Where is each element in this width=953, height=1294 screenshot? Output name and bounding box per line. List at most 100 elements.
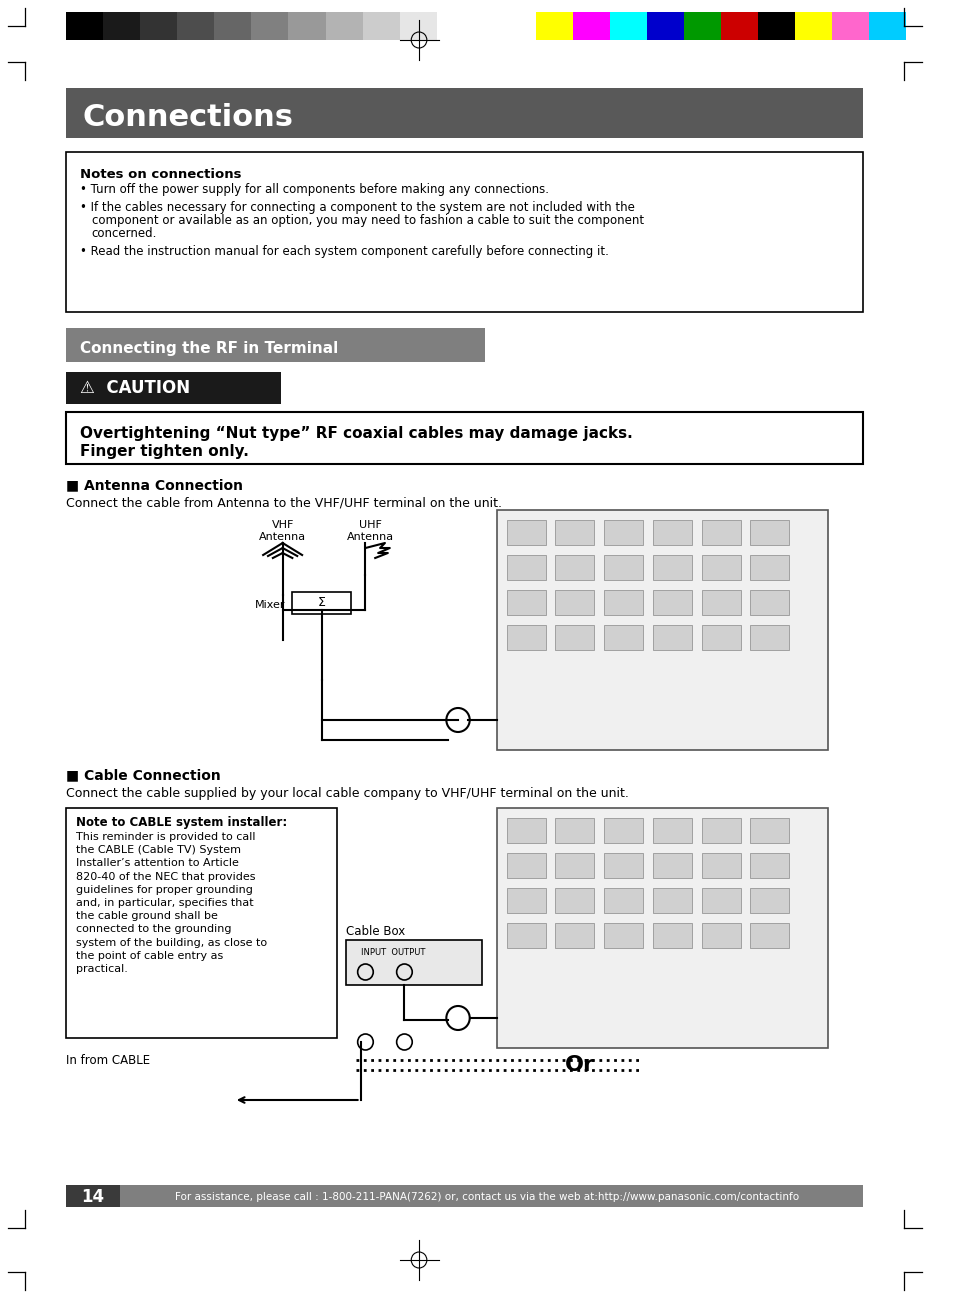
FancyBboxPatch shape <box>603 818 642 842</box>
Text: Connect the cable supplied by your local cable company to VHF/UHF terminal on th: Connect the cable supplied by your local… <box>66 787 628 800</box>
FancyBboxPatch shape <box>214 12 252 40</box>
FancyBboxPatch shape <box>652 625 691 650</box>
FancyBboxPatch shape <box>603 590 642 615</box>
Text: ⚠  CAUTION: ⚠ CAUTION <box>80 379 190 397</box>
FancyBboxPatch shape <box>288 12 325 40</box>
Text: Connections: Connections <box>83 104 294 132</box>
FancyBboxPatch shape <box>758 12 795 40</box>
FancyBboxPatch shape <box>436 12 473 40</box>
FancyBboxPatch shape <box>652 853 691 879</box>
FancyBboxPatch shape <box>701 818 740 842</box>
FancyBboxPatch shape <box>555 818 594 842</box>
FancyBboxPatch shape <box>603 923 642 949</box>
FancyBboxPatch shape <box>603 888 642 914</box>
FancyBboxPatch shape <box>701 520 740 545</box>
Text: ■ Cable Connection: ■ Cable Connection <box>66 769 221 782</box>
FancyBboxPatch shape <box>683 12 720 40</box>
Text: Mixer: Mixer <box>255 600 286 609</box>
FancyBboxPatch shape <box>66 371 280 404</box>
FancyBboxPatch shape <box>603 555 642 580</box>
FancyBboxPatch shape <box>506 888 545 914</box>
FancyBboxPatch shape <box>497 510 827 751</box>
FancyBboxPatch shape <box>506 818 545 842</box>
FancyBboxPatch shape <box>506 625 545 650</box>
Text: Or: Or <box>564 1055 595 1075</box>
FancyBboxPatch shape <box>701 853 740 879</box>
Text: concerned.: concerned. <box>91 226 157 239</box>
FancyBboxPatch shape <box>66 151 862 312</box>
FancyBboxPatch shape <box>66 12 103 40</box>
Text: component or available as an option, you may need to fashion a cable to suit the: component or available as an option, you… <box>91 214 643 226</box>
FancyBboxPatch shape <box>905 12 943 40</box>
FancyBboxPatch shape <box>701 888 740 914</box>
FancyBboxPatch shape <box>555 923 594 949</box>
FancyBboxPatch shape <box>506 853 545 879</box>
FancyBboxPatch shape <box>555 520 594 545</box>
FancyBboxPatch shape <box>573 12 609 40</box>
FancyBboxPatch shape <box>750 818 788 842</box>
FancyBboxPatch shape <box>868 12 905 40</box>
FancyBboxPatch shape <box>750 853 788 879</box>
FancyBboxPatch shape <box>831 12 868 40</box>
Text: • Turn off the power supply for all components before making any connections.: • Turn off the power supply for all comp… <box>80 182 548 195</box>
FancyBboxPatch shape <box>66 1185 120 1207</box>
FancyBboxPatch shape <box>701 555 740 580</box>
FancyBboxPatch shape <box>720 12 758 40</box>
Text: Σ: Σ <box>317 597 325 609</box>
FancyBboxPatch shape <box>652 923 691 949</box>
FancyBboxPatch shape <box>103 12 140 40</box>
Text: • If the cables necessary for connecting a component to the system are not inclu: • If the cables necessary for connecting… <box>80 201 634 214</box>
FancyBboxPatch shape <box>506 520 545 545</box>
Text: Overtightening “Nut type” RF coaxial cables may damage jacks.: Overtightening “Nut type” RF coaxial cab… <box>80 426 632 441</box>
FancyBboxPatch shape <box>66 327 485 362</box>
Text: Finger tighten only.: Finger tighten only. <box>80 444 249 459</box>
FancyBboxPatch shape <box>362 12 399 40</box>
Text: This reminder is provided to call
the CABLE (Cable TV) System
Installer’s attent: This reminder is provided to call the CA… <box>76 832 267 974</box>
FancyBboxPatch shape <box>750 590 788 615</box>
FancyBboxPatch shape <box>66 88 862 138</box>
Text: Cable Box: Cable Box <box>346 925 405 938</box>
FancyBboxPatch shape <box>652 818 691 842</box>
FancyBboxPatch shape <box>536 12 573 40</box>
Text: • Read the instruction manual for each system component carefully before connect: • Read the instruction manual for each s… <box>80 245 608 258</box>
FancyBboxPatch shape <box>399 12 436 40</box>
FancyBboxPatch shape <box>555 853 594 879</box>
Text: For assistance, please call : 1-800-211-PANA(7262) or, contact us via the web at: For assistance, please call : 1-800-211-… <box>175 1192 799 1202</box>
FancyBboxPatch shape <box>497 807 827 1048</box>
FancyBboxPatch shape <box>701 923 740 949</box>
FancyBboxPatch shape <box>506 923 545 949</box>
Text: ■ Antenna Connection: ■ Antenna Connection <box>66 477 243 492</box>
FancyBboxPatch shape <box>603 625 642 650</box>
FancyBboxPatch shape <box>555 625 594 650</box>
Text: UHF
Antenna: UHF Antenna <box>346 520 394 542</box>
FancyBboxPatch shape <box>652 555 691 580</box>
FancyBboxPatch shape <box>555 555 594 580</box>
FancyBboxPatch shape <box>66 411 862 465</box>
Text: INPUT  OUTPUT: INPUT OUTPUT <box>360 949 424 958</box>
FancyBboxPatch shape <box>646 12 683 40</box>
Text: Connecting the RF in Terminal: Connecting the RF in Terminal <box>80 342 337 357</box>
FancyBboxPatch shape <box>795 12 831 40</box>
FancyBboxPatch shape <box>603 520 642 545</box>
FancyBboxPatch shape <box>609 12 646 40</box>
FancyBboxPatch shape <box>652 590 691 615</box>
FancyBboxPatch shape <box>701 625 740 650</box>
FancyBboxPatch shape <box>555 590 594 615</box>
FancyBboxPatch shape <box>506 590 545 615</box>
FancyBboxPatch shape <box>555 888 594 914</box>
FancyBboxPatch shape <box>750 555 788 580</box>
FancyBboxPatch shape <box>140 12 177 40</box>
FancyBboxPatch shape <box>252 12 288 40</box>
Text: In from CABLE: In from CABLE <box>66 1053 151 1066</box>
Text: VHF
Antenna: VHF Antenna <box>259 520 306 542</box>
FancyBboxPatch shape <box>701 590 740 615</box>
FancyBboxPatch shape <box>652 888 691 914</box>
FancyBboxPatch shape <box>750 520 788 545</box>
FancyBboxPatch shape <box>603 853 642 879</box>
Text: Note to CABLE system installer:: Note to CABLE system installer: <box>76 817 287 829</box>
Text: 14: 14 <box>81 1188 104 1206</box>
FancyBboxPatch shape <box>750 923 788 949</box>
FancyBboxPatch shape <box>750 888 788 914</box>
FancyBboxPatch shape <box>66 807 336 1038</box>
FancyBboxPatch shape <box>506 555 545 580</box>
